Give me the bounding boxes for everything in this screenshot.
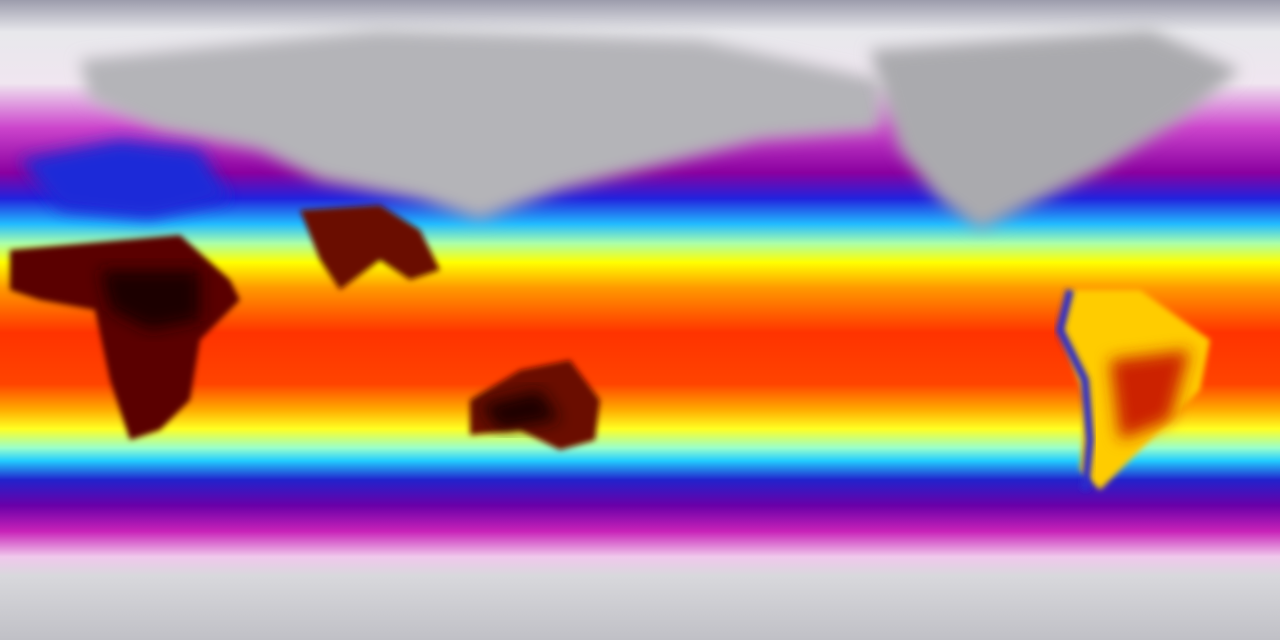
- southern-america-hot: [1110, 350, 1190, 440]
- australia-core: [480, 390, 560, 430]
- andes-ridge: [1055, 289, 1095, 491]
- sahara-core: [100, 270, 200, 330]
- arabia-india-landmass: [300, 205, 440, 290]
- europe-blue-region: [20, 140, 230, 220]
- north-america-landmass: [870, 30, 1240, 230]
- eurasia-landmass: [80, 30, 880, 220]
